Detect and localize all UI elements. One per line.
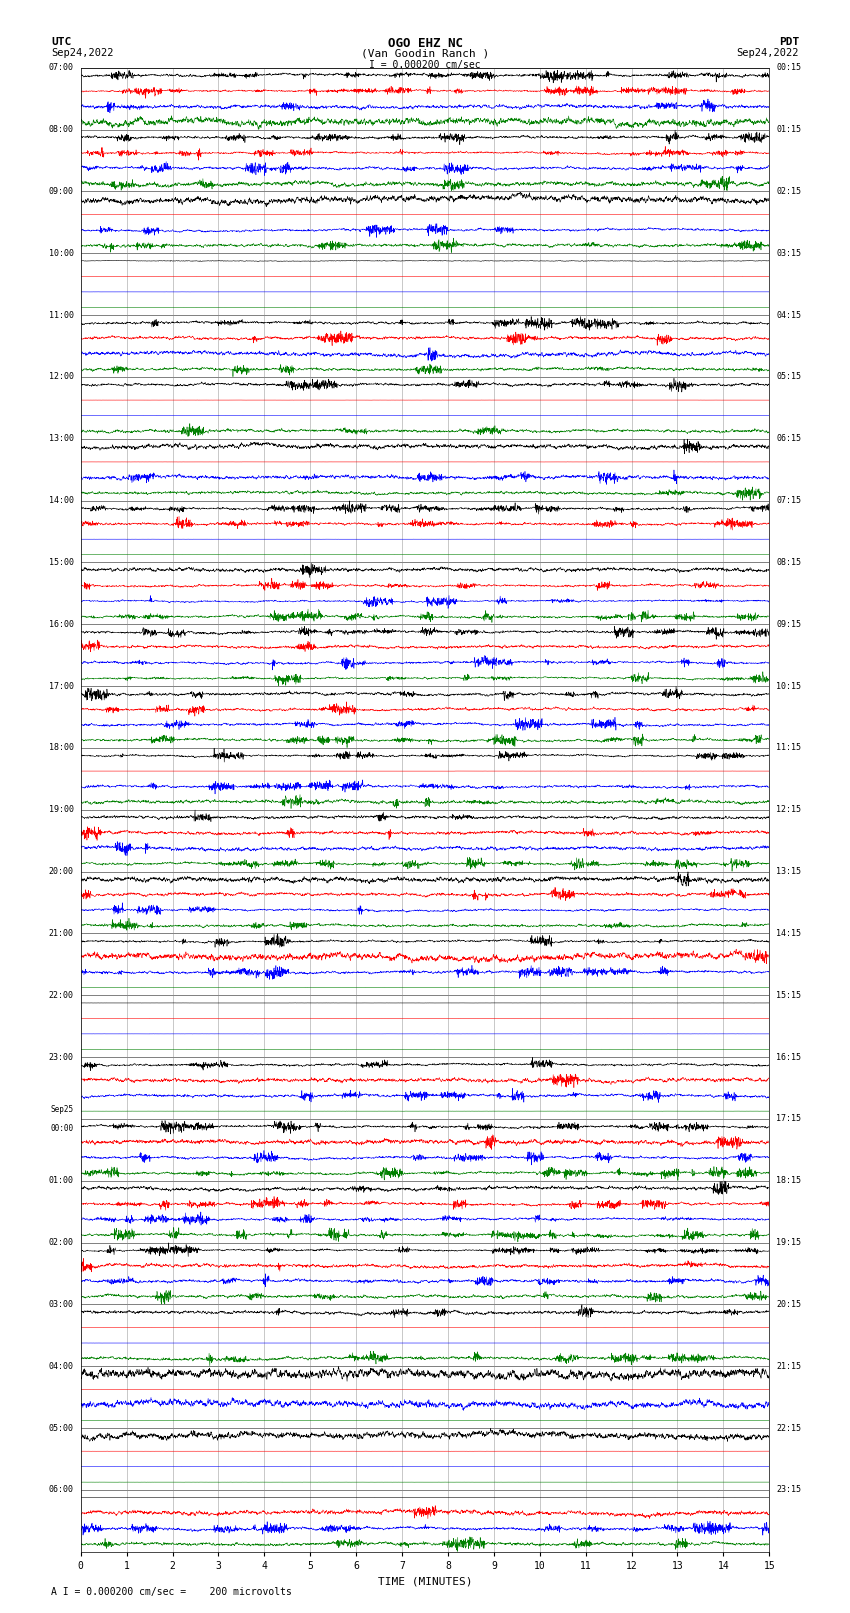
- Text: 23:15: 23:15: [776, 1486, 802, 1494]
- Text: 08:15: 08:15: [776, 558, 802, 566]
- Text: 22:15: 22:15: [776, 1424, 802, 1432]
- Text: 22:00: 22:00: [48, 990, 74, 1000]
- Text: 04:15: 04:15: [776, 311, 802, 319]
- Text: 03:00: 03:00: [48, 1300, 74, 1308]
- Text: 10:00: 10:00: [48, 248, 74, 258]
- Text: 16:00: 16:00: [48, 619, 74, 629]
- Text: PDT: PDT: [779, 37, 799, 47]
- Text: OGO EHZ NC: OGO EHZ NC: [388, 37, 462, 50]
- Text: (Van Goodin Ranch ): (Van Goodin Ranch ): [361, 48, 489, 58]
- Text: 07:15: 07:15: [776, 497, 802, 505]
- Text: Sep24,2022: Sep24,2022: [736, 48, 799, 58]
- Text: 11:15: 11:15: [776, 744, 802, 752]
- Text: 21:00: 21:00: [48, 929, 74, 937]
- Text: 15:00: 15:00: [48, 558, 74, 566]
- Text: Sep24,2022: Sep24,2022: [51, 48, 114, 58]
- Text: 20:15: 20:15: [776, 1300, 802, 1308]
- Text: 21:15: 21:15: [776, 1361, 802, 1371]
- Text: 13:00: 13:00: [48, 434, 74, 444]
- Text: 12:15: 12:15: [776, 805, 802, 815]
- Text: 02:00: 02:00: [48, 1239, 74, 1247]
- Text: 16:15: 16:15: [776, 1053, 802, 1061]
- Text: 00:15: 00:15: [776, 63, 802, 73]
- Text: 13:15: 13:15: [776, 868, 802, 876]
- Text: 02:15: 02:15: [776, 187, 802, 195]
- Text: 10:15: 10:15: [776, 682, 802, 690]
- Text: 05:15: 05:15: [776, 373, 802, 381]
- Text: A I = 0.000200 cm/sec =    200 microvolts: A I = 0.000200 cm/sec = 200 microvolts: [51, 1587, 292, 1597]
- Text: 19:15: 19:15: [776, 1239, 802, 1247]
- Text: 03:15: 03:15: [776, 248, 802, 258]
- Text: I = 0.000200 cm/sec: I = 0.000200 cm/sec: [369, 60, 481, 69]
- Text: 17:00: 17:00: [48, 682, 74, 690]
- Text: 07:00: 07:00: [48, 63, 74, 73]
- X-axis label: TIME (MINUTES): TIME (MINUTES): [377, 1576, 473, 1586]
- Text: 05:00: 05:00: [48, 1424, 74, 1432]
- Text: 06:15: 06:15: [776, 434, 802, 444]
- Text: 04:00: 04:00: [48, 1361, 74, 1371]
- Text: 09:00: 09:00: [48, 187, 74, 195]
- Text: 09:15: 09:15: [776, 619, 802, 629]
- Text: 12:00: 12:00: [48, 373, 74, 381]
- Text: 20:00: 20:00: [48, 868, 74, 876]
- Text: 06:00: 06:00: [48, 1486, 74, 1494]
- Text: 14:15: 14:15: [776, 929, 802, 937]
- Text: 23:00: 23:00: [48, 1053, 74, 1061]
- Text: 01:15: 01:15: [776, 126, 802, 134]
- Text: 14:00: 14:00: [48, 497, 74, 505]
- Text: 18:15: 18:15: [776, 1176, 802, 1186]
- Text: 00:00: 00:00: [51, 1124, 74, 1132]
- Text: 19:00: 19:00: [48, 805, 74, 815]
- Text: Sep25: Sep25: [51, 1105, 74, 1115]
- Text: 08:00: 08:00: [48, 126, 74, 134]
- Text: 11:00: 11:00: [48, 311, 74, 319]
- Text: UTC: UTC: [51, 37, 71, 47]
- Text: 15:15: 15:15: [776, 990, 802, 1000]
- Text: 01:00: 01:00: [48, 1176, 74, 1186]
- Text: 17:15: 17:15: [776, 1115, 802, 1123]
- Text: 18:00: 18:00: [48, 744, 74, 752]
